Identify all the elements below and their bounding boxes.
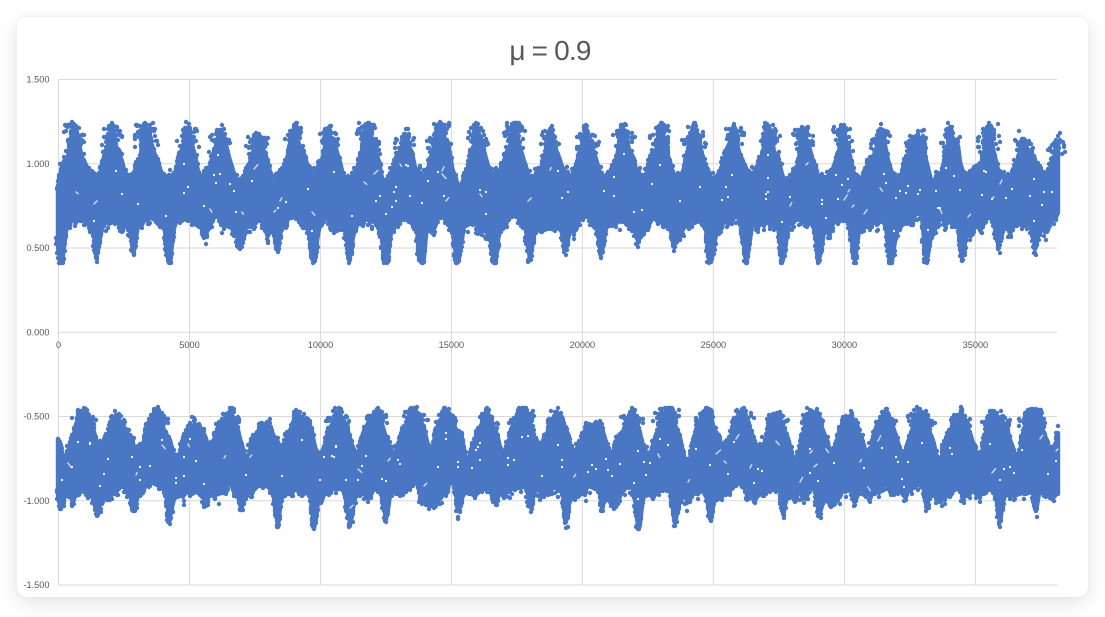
svg-text:15000: 15000	[439, 340, 465, 350]
svg-text:0.500: 0.500	[27, 243, 50, 253]
svg-text:-1.500: -1.500	[23, 580, 49, 590]
svg-text:μ = 0.9: μ = 0.9	[509, 35, 591, 66]
svg-text:25000: 25000	[701, 340, 727, 350]
svg-text:35000: 35000	[963, 340, 989, 350]
svg-text:-1.000: -1.000	[23, 496, 49, 506]
svg-text:30000: 30000	[832, 340, 858, 350]
svg-text:10000: 10000	[308, 340, 334, 350]
svg-text:5000: 5000	[179, 340, 199, 350]
svg-text:1.000: 1.000	[27, 159, 50, 169]
svg-text:-0.500: -0.500	[23, 412, 49, 422]
svg-text:0: 0	[56, 340, 61, 350]
svg-text:0.000: 0.000	[27, 327, 50, 337]
svg-text:20000: 20000	[570, 340, 596, 350]
svg-text:1.500: 1.500	[27, 75, 50, 85]
